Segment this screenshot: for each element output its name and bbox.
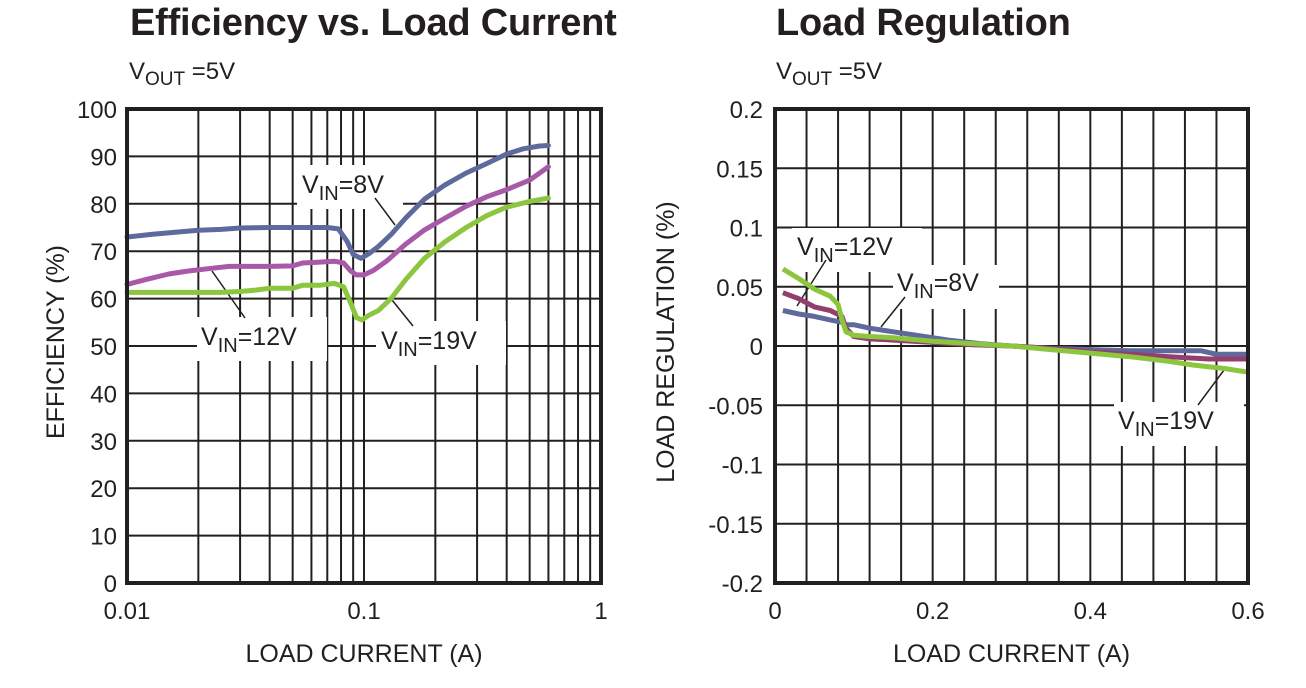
series-line-vin12v bbox=[124, 164, 551, 287]
x-tick-label: 0.1 bbox=[347, 598, 380, 625]
x-axis-label: LOAD CURRENT (A) bbox=[245, 640, 482, 668]
annotation-vin-19v: VIN=19V bbox=[1118, 407, 1214, 441]
label-bg-8v bbox=[297, 165, 403, 209]
efficiency-chart: VIN=8V VIN=12V VIN=19V 0 10 20 30 40 50 60 70 80 90 1… bbox=[42, 97, 608, 668]
y-tick-label: 100 bbox=[77, 97, 117, 124]
x-tick-label: 0 bbox=[768, 598, 781, 625]
y-tick-label: 90 bbox=[90, 144, 117, 171]
subtitle-sub: OUT bbox=[792, 69, 833, 90]
subtitle-sub: OUT bbox=[145, 69, 186, 90]
annotation-vin-12v: VIN=12V bbox=[201, 323, 297, 357]
y-tick-label: -0.15 bbox=[708, 512, 763, 539]
x-tick-label: 0.01 bbox=[104, 598, 151, 625]
label-bg-19v bbox=[1114, 402, 1244, 446]
y-tick-label: 0 bbox=[750, 334, 763, 361]
y-tick-label: 60 bbox=[90, 287, 117, 314]
y-tick-label: -0.1 bbox=[722, 453, 763, 480]
label-bg-19v bbox=[376, 321, 506, 365]
regulation-chart-title: Load Regulation bbox=[776, 2, 1071, 44]
x-tick-label: 1 bbox=[594, 598, 607, 625]
label-bg-12v bbox=[197, 317, 327, 361]
plot-frame bbox=[773, 107, 1250, 585]
y-tick-label: 10 bbox=[90, 524, 117, 551]
plot-frame bbox=[125, 107, 603, 585]
regulation-chart-subtitle: VOUT =5V bbox=[776, 58, 882, 91]
annotation-vin-12v: VIN=12V bbox=[797, 233, 893, 267]
y-tick-label: 0.1 bbox=[730, 216, 763, 243]
y-tick-label: 0.05 bbox=[716, 275, 763, 302]
series-line-vin8v bbox=[782, 308, 1248, 357]
y-tick-label: -0.2 bbox=[722, 571, 763, 598]
subtitle-main: V bbox=[776, 58, 793, 85]
x-tick-label: 0.4 bbox=[1074, 598, 1107, 625]
y-axis-label: EFFICIENCY (%) bbox=[42, 245, 70, 439]
y-tick-label: 70 bbox=[90, 239, 117, 266]
series-line-vin8v bbox=[124, 143, 551, 261]
subtitle-main: V bbox=[129, 58, 146, 85]
annotation-vin-8v: VIN=8V bbox=[302, 171, 384, 205]
y-tick-label: -0.05 bbox=[708, 393, 763, 420]
y-tick-label: 30 bbox=[90, 429, 117, 456]
y-axis-label: LOAD REGULATION (%) bbox=[652, 201, 680, 483]
y-tick-label: 0.2 bbox=[730, 97, 763, 124]
leader-line-19v bbox=[391, 299, 414, 327]
x-axis-label: LOAD CURRENT (A) bbox=[893, 640, 1130, 668]
efficiency-chart-title: Efficiency vs. Load Current bbox=[130, 2, 617, 44]
series-line-vin19v bbox=[781, 266, 1249, 375]
y-tick-label: 80 bbox=[90, 192, 117, 219]
annotation-vin-19v: VIN=19V bbox=[381, 327, 477, 361]
y-tick-label: 20 bbox=[90, 476, 117, 503]
leader-line-8v bbox=[880, 296, 906, 328]
subtitle-rest: =5V bbox=[832, 58, 883, 85]
efficiency-chart-subtitle: VOUT =5V bbox=[129, 58, 235, 91]
y-tick-label: 0 bbox=[104, 571, 117, 598]
subtitle-rest: =5V bbox=[185, 58, 236, 85]
leader-line-8v bbox=[374, 197, 396, 226]
series-line-vin19v bbox=[124, 195, 551, 323]
annotation-vin-8v: VIN=8V bbox=[897, 269, 979, 303]
label-bg-8v bbox=[893, 265, 999, 309]
y-tick-label: 50 bbox=[90, 334, 117, 361]
x-tick-label: 0.2 bbox=[916, 598, 949, 625]
label-bg-12v bbox=[792, 228, 922, 272]
y-tick-label: 40 bbox=[90, 381, 117, 408]
leader-line-19v bbox=[1197, 369, 1225, 406]
x-tick-label: 0.6 bbox=[1231, 598, 1264, 625]
y-tick-label: 0.15 bbox=[716, 156, 763, 183]
